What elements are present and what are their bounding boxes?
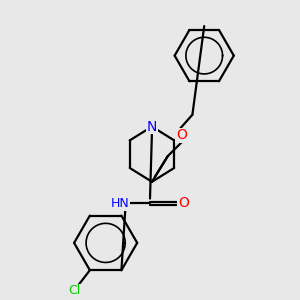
Text: N: N — [147, 120, 157, 134]
Text: O: O — [176, 128, 187, 142]
Text: Cl: Cl — [68, 284, 80, 297]
Text: HN: HN — [111, 197, 130, 210]
Text: O: O — [178, 196, 189, 211]
